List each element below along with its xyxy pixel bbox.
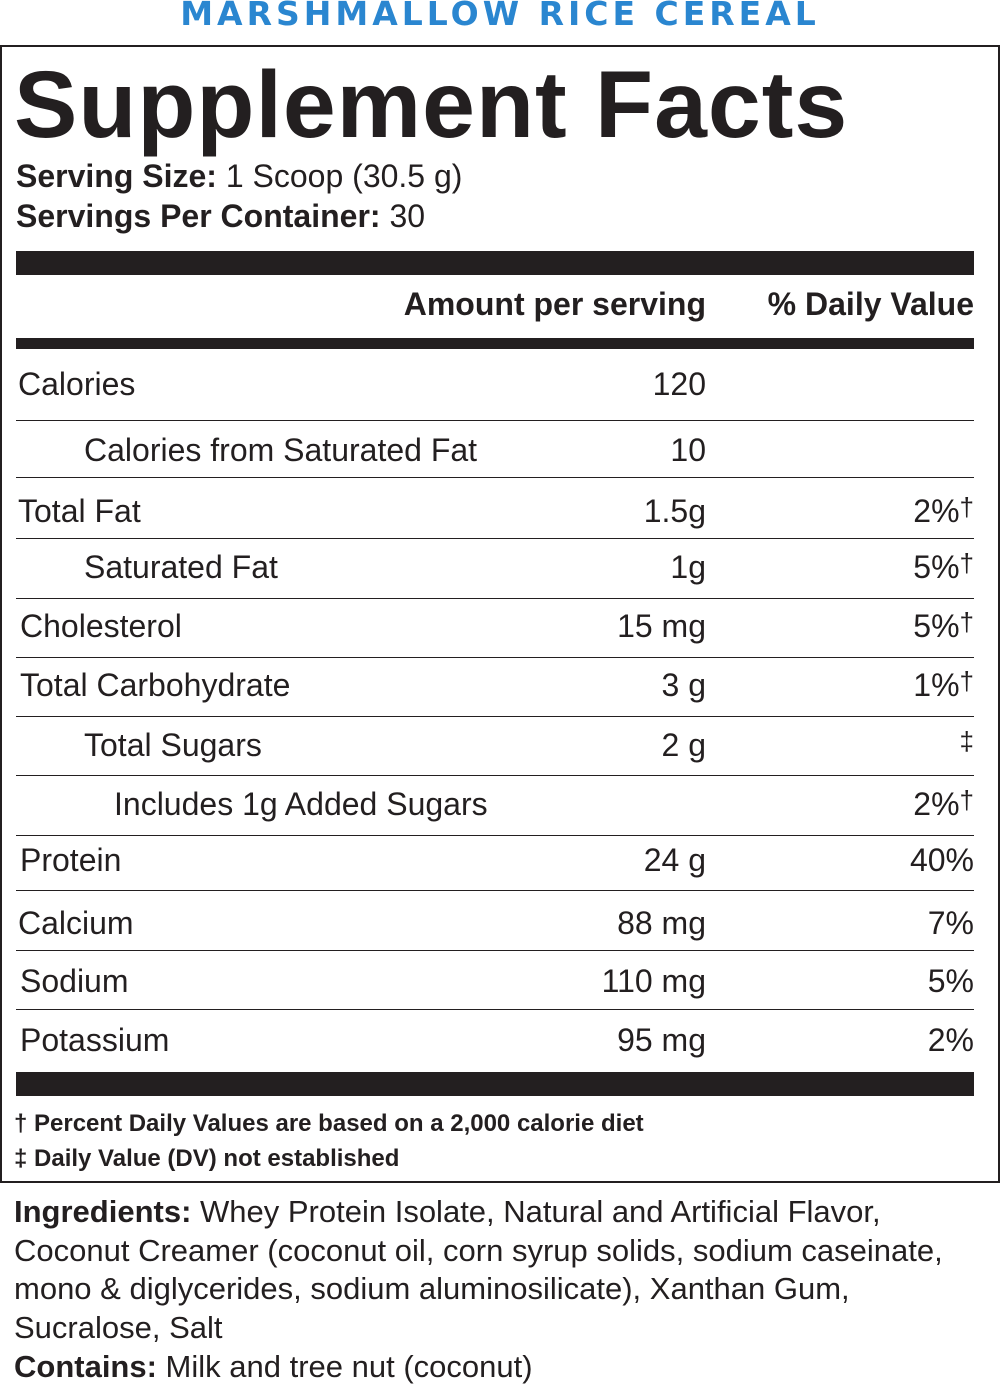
daily-value-footnote-mark: † — [959, 785, 974, 815]
serving-size-value: 1 Scoop (30.5 g) — [216, 158, 463, 194]
daily-value-percent: 40% — [909, 842, 974, 878]
nutrient-amount: 1g — [670, 549, 706, 585]
row-divider — [16, 1009, 974, 1010]
nutrient-label: Saturated Fat — [84, 549, 278, 585]
nutrient-amount: 88 mg — [617, 905, 706, 941]
daily-value-footnote-mark: † — [959, 492, 974, 522]
servings-per-container-label: Servings Per Container: — [16, 198, 381, 234]
nutrient-daily-value: 40% — [910, 840, 974, 880]
row-divider — [16, 950, 974, 951]
nutrient-row: Calcium 88 mg 7% — [16, 903, 974, 943]
nutrient-label: Protein — [20, 842, 122, 878]
serving-size-label: Serving Size: — [16, 158, 217, 194]
contains-text: Contains: Milk and tree nut (coconut) — [14, 1348, 533, 1386]
nutrient-row: Total Carbohydrate 3 g 1%† — [16, 665, 974, 705]
row-divider — [16, 420, 974, 421]
nutrient-amount: 110 mg — [601, 963, 706, 999]
nutrient-label: Total Fat — [18, 493, 141, 529]
nutrient-label: Sodium — [20, 963, 129, 999]
nutrient-row: Potassium 95 mg 2% — [16, 1020, 974, 1060]
serving-size: Serving Size: 1 Scoop (30.5 g) — [16, 158, 462, 194]
row-divider — [16, 835, 974, 836]
ingredients-text: Ingredients: Whey Protein Isolate, Natur… — [14, 1193, 994, 1347]
daily-value-footnote-mark: ‡ — [959, 726, 974, 756]
ingredients-label: Ingredients: — [14, 1194, 192, 1229]
nutrient-amount: 10 — [670, 432, 706, 468]
thick-divider-header — [16, 338, 974, 349]
supplement-facts-panel — [0, 45, 1000, 1183]
daily-value-footnote-mark: † — [959, 607, 974, 637]
nutrient-label: Calories from Saturated Fat — [84, 432, 478, 468]
row-divider — [16, 890, 974, 891]
row-divider — [16, 538, 974, 539]
contains-label: Contains: — [14, 1349, 157, 1384]
nutrient-label: Total Carbohydrate — [20, 667, 291, 703]
nutrient-row: Calories from Saturated Fat 10 — [16, 430, 974, 470]
row-divider — [16, 775, 974, 776]
row-divider — [16, 477, 974, 478]
servings-per-container-value: 30 — [380, 198, 426, 234]
row-divider — [16, 716, 974, 717]
nutrient-amount: 95 mg — [617, 1022, 706, 1058]
thick-divider-top — [16, 251, 974, 275]
footnote-dv-not-established: ‡ Daily Value (DV) not established — [14, 1145, 400, 1172]
nutrient-row: Saturated Fat 1g 5%† — [16, 547, 974, 587]
ingredients-list: Whey Protein Isolate, Natural and Artifi… — [14, 1194, 943, 1345]
nutrient-daily-value: 7% — [928, 903, 974, 943]
nutrient-amount: 120 — [652, 366, 706, 402]
nutrient-row: Protein 24 g 40% — [16, 840, 974, 880]
daily-value-footnote-mark: † — [959, 548, 974, 578]
nutrient-daily-value: 2% — [928, 1020, 974, 1060]
nutrient-row: Includes 1g Added Sugars 2%† — [16, 784, 974, 824]
product-name: MARSHMALLOW RICE CEREAL — [180, 0, 820, 33]
daily-value-percent: 5% — [927, 963, 974, 999]
nutrient-amount: 3 g — [661, 667, 706, 703]
daily-value-percent: 2% — [913, 493, 960, 529]
nutrient-label: Includes 1g Added Sugars — [114, 786, 488, 822]
daily-value-percent: 7% — [927, 905, 974, 941]
amount-per-serving-header: Amount per serving — [403, 286, 706, 322]
nutrient-label: Cholesterol — [20, 608, 182, 644]
row-divider — [16, 598, 974, 599]
daily-value-percent: 2% — [927, 1022, 974, 1058]
nutrient-label: Potassium — [20, 1022, 170, 1058]
nutrient-daily-value: 5% — [928, 961, 974, 1001]
nutrient-daily-value: 5%† — [913, 547, 974, 587]
nutrient-amount: 15 mg — [617, 608, 706, 644]
nutrient-daily-value: 1%† — [913, 665, 974, 705]
servings-per-container: Servings Per Container: 30 — [16, 198, 425, 234]
contains-list: Milk and tree nut (coconut) — [156, 1349, 533, 1384]
nutrient-row: Calories 120 — [16, 364, 974, 404]
daily-value-percent: 1% — [913, 667, 960, 703]
daily-value-percent: 5% — [913, 608, 960, 644]
nutrient-daily-value: 2%† — [913, 491, 974, 531]
nutrient-label: Total Sugars — [84, 727, 262, 763]
nutrient-daily-value: 5%† — [913, 606, 974, 646]
nutrient-label: Calories — [18, 366, 136, 402]
nutrient-amount: 1.5g — [643, 493, 706, 529]
facts-title: Supplement Facts — [14, 52, 849, 158]
daily-value-percent: 2% — [913, 786, 960, 822]
nutrient-daily-value: 2%† — [913, 784, 974, 824]
nutrient-row: Cholesterol 15 mg 5%† — [16, 606, 974, 646]
daily-value-header: % Daily Value — [767, 286, 974, 322]
nutrient-amount: 24 g — [643, 842, 706, 878]
nutrient-amount: 2 g — [661, 727, 706, 763]
nutrient-daily-value: ‡ — [960, 725, 974, 765]
nutrient-row: Sodium 110 mg 5% — [16, 961, 974, 1001]
row-divider — [16, 657, 974, 658]
nutrient-row: Total Fat 1.5g 2%† — [16, 491, 974, 531]
nutrient-row: Total Sugars 2 g ‡ — [16, 725, 974, 765]
thick-divider-bottom — [16, 1072, 974, 1096]
footnote-daily-values: † Percent Daily Values are based on a 2,… — [14, 1110, 644, 1137]
daily-value-percent: 5% — [913, 549, 960, 585]
daily-value-footnote-mark: † — [959, 666, 974, 696]
nutrient-label: Calcium — [18, 905, 134, 941]
